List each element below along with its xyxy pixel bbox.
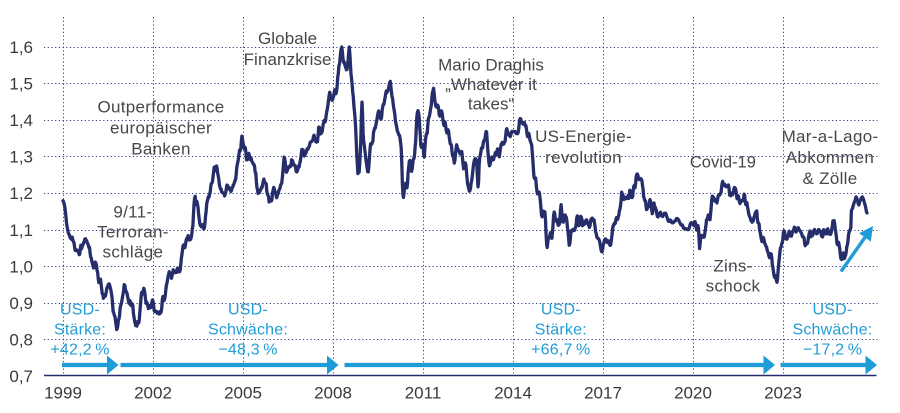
svg-text:2017: 2017 <box>584 383 622 402</box>
svg-text:Zins-schock: Zins-schock <box>706 257 761 296</box>
svg-text:Mar-a-Lago-Abkommen& Zölle: Mar-a-Lago-Abkommen & Zölle <box>782 127 879 188</box>
svg-text:2002: 2002 <box>134 383 172 402</box>
svg-text:0,8: 0,8 <box>9 331 33 350</box>
svg-text:2014: 2014 <box>494 383 532 402</box>
svg-text:USD-Schwäche:−48,3 %: USD-Schwäche: −48,3 % <box>208 301 288 358</box>
svg-text:0,9: 0,9 <box>9 294 33 313</box>
svg-text:1,3: 1,3 <box>9 148 33 167</box>
svg-text:1,5: 1,5 <box>9 74 33 93</box>
svg-text:2023: 2023 <box>764 383 802 402</box>
svg-text:1,4: 1,4 <box>9 111 33 130</box>
svg-text:0,7: 0,7 <box>9 367 33 386</box>
svg-text:Covid-19: Covid-19 <box>690 154 756 172</box>
svg-text:1,1: 1,1 <box>9 221 33 240</box>
svg-text:US-Energie-revolution: US-Energie-revolution <box>535 127 632 167</box>
svg-text:1,2: 1,2 <box>9 184 33 203</box>
svg-text:USD-Schwäche:−17,2 %: USD-Schwäche: −17,2 % <box>792 301 872 358</box>
svg-text:2008: 2008 <box>314 383 352 402</box>
svg-text:1,6: 1,6 <box>9 38 33 57</box>
svg-text:9/11-Terroran-schläge: 9/11-Terroran-schläge <box>97 202 169 261</box>
svg-text:2005: 2005 <box>224 383 262 402</box>
svg-text:2020: 2020 <box>674 383 712 402</box>
svg-text:1999: 1999 <box>44 383 82 402</box>
svg-text:1,0: 1,0 <box>9 257 33 276</box>
svg-text:2011: 2011 <box>405 383 442 402</box>
svg-text:USD-Stärke:+66,7 %: USD-Stärke: +66,7 % <box>531 301 590 358</box>
svg-text:USD-Stärke:+42,2 %: USD-Stärke: +42,2 % <box>50 301 109 358</box>
